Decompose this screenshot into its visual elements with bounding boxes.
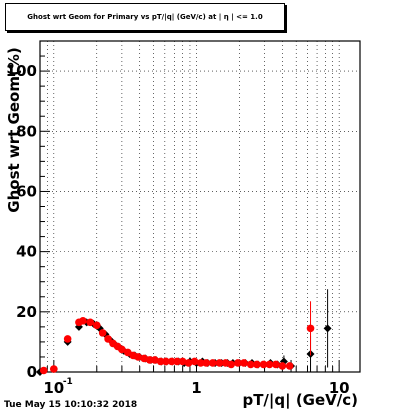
data-point-circle <box>272 360 280 369</box>
x-tick-label: 1 <box>191 379 201 397</box>
data-point-circle <box>156 357 165 366</box>
data-point-circle <box>63 335 72 343</box>
data-point-circle <box>208 359 217 367</box>
data-point-circle <box>178 357 187 366</box>
axes <box>39 40 361 373</box>
data-points <box>36 289 332 376</box>
data-point-circle <box>306 324 315 333</box>
data-point-circle <box>92 321 101 330</box>
data-point-circle <box>227 360 235 369</box>
data-point-circle <box>253 360 261 369</box>
data-point-circle <box>278 362 287 370</box>
data-point-diamond <box>323 324 332 333</box>
data-point-circle <box>50 365 58 373</box>
data-point-circle <box>234 359 242 367</box>
data-point-circle <box>184 359 193 367</box>
data-point-circle <box>104 335 112 343</box>
y-tick-label: 80 <box>16 122 37 140</box>
data-point-circle <box>259 360 268 369</box>
data-point-circle <box>118 345 126 354</box>
y-tick-label: 40 <box>16 243 37 261</box>
x-tick-label: 10 <box>43 379 64 397</box>
grid-lines <box>39 41 360 372</box>
y-tick-label: 0 <box>27 363 37 381</box>
data-point-circle <box>86 318 95 327</box>
data-point-circle <box>196 359 205 367</box>
data-point-circle <box>190 357 199 366</box>
data-point-circle <box>285 362 294 370</box>
data-point-circle <box>240 359 248 367</box>
x-tick-label: 10 <box>329 379 350 397</box>
data-point-circle <box>246 360 255 369</box>
x-axis-label: pT/|q| (GeV/c) <box>242 391 358 410</box>
data-point-circle <box>98 329 107 337</box>
data-point-circle <box>202 359 211 367</box>
data-point-circle <box>79 317 87 325</box>
y-tick-label: 20 <box>16 303 37 321</box>
data-point-circle <box>173 357 181 366</box>
data-point-circle <box>39 366 48 375</box>
y-tick-label: 100 <box>6 62 37 80</box>
data-point-circle <box>150 356 159 364</box>
data-point-circle <box>167 357 176 366</box>
x-tick-exponent: -1 <box>63 377 73 387</box>
plot-frame <box>39 40 361 373</box>
chart-title: Ghost wrt Geom for Primary vs pT/|q| (Ge… <box>5 3 285 31</box>
y-axis-label: Ghost wrt Geom(%) <box>5 47 23 212</box>
timestamp-footer: Tue May 15 10:10:32 2018 <box>4 400 138 410</box>
data-point-circle <box>265 360 274 369</box>
data-point-circle <box>215 359 224 367</box>
data-point-circle <box>134 353 142 361</box>
y-tick-label: 60 <box>16 182 37 200</box>
data-point-circle <box>162 357 170 366</box>
